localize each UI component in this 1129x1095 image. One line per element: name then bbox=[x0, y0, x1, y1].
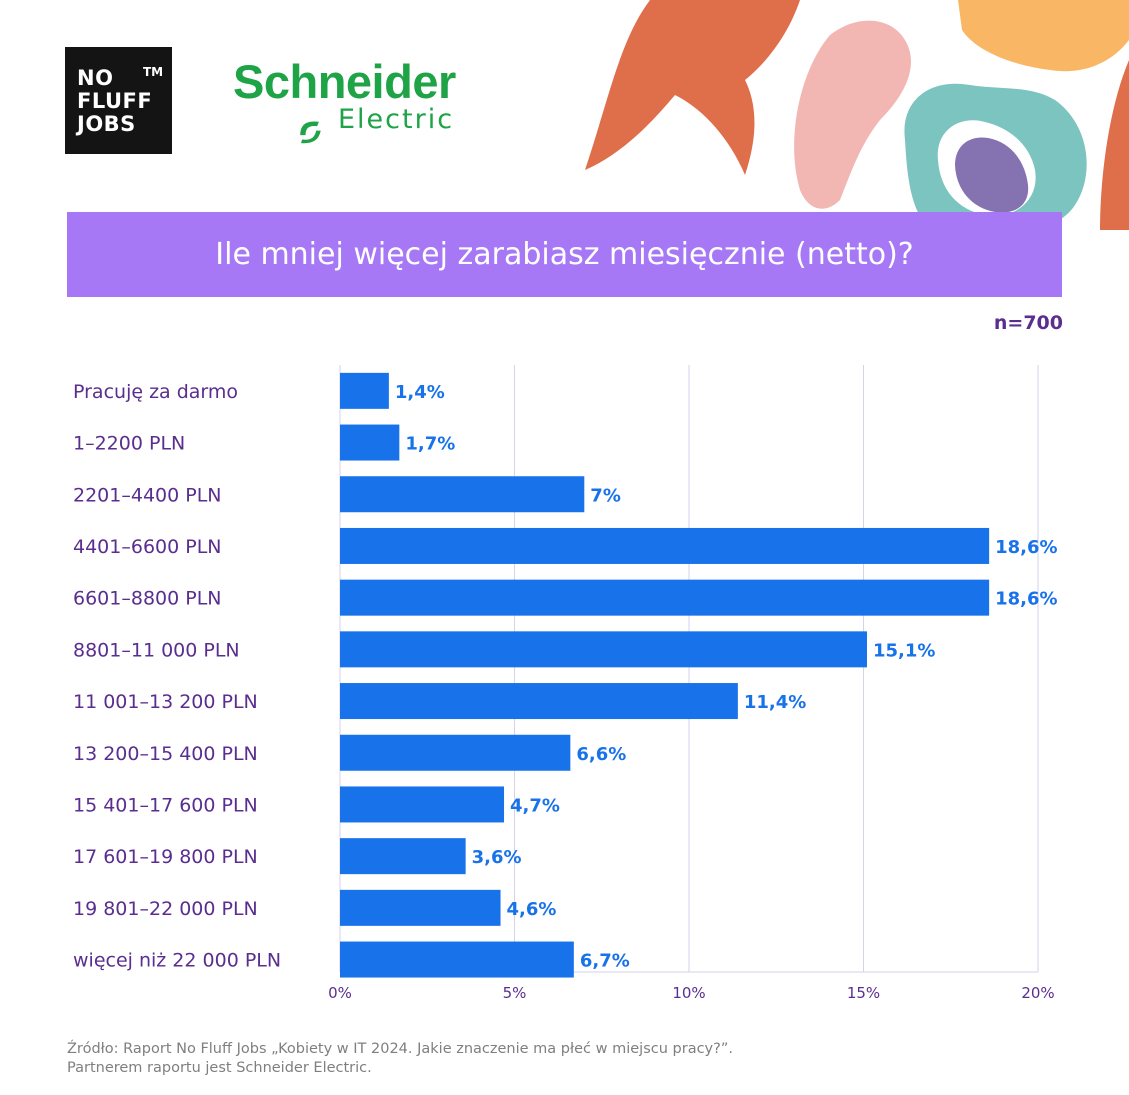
x-tick-label: 10% bbox=[672, 984, 705, 1002]
bar bbox=[340, 683, 738, 720]
logo-line-2: FLUFF bbox=[77, 89, 153, 113]
bar bbox=[340, 941, 574, 978]
data-label: 11,4% bbox=[744, 692, 806, 713]
data-label: 1,4% bbox=[395, 382, 445, 403]
bar bbox=[340, 527, 990, 564]
bar bbox=[340, 579, 990, 616]
category-label: 13 200–15 400 PLN bbox=[73, 743, 258, 765]
logo-line-1: NO bbox=[77, 66, 114, 90]
data-label: 1,7% bbox=[405, 434, 455, 455]
yellow-blob-shape bbox=[958, 0, 1129, 72]
chart-title: Ile mniej więcej zarabiasz miesięcznie (… bbox=[215, 237, 914, 272]
data-label: 18,6% bbox=[995, 537, 1057, 558]
bar bbox=[340, 476, 585, 513]
category-label: więcej niż 22 000 PLN bbox=[73, 950, 281, 972]
bar bbox=[340, 734, 571, 771]
orange-right-shape bbox=[1100, 60, 1129, 230]
x-tick-label: 20% bbox=[1021, 984, 1054, 1002]
orange-leaf-shape bbox=[585, 0, 800, 175]
category-label: 1–2200 PLN bbox=[73, 433, 185, 455]
data-label: 15,1% bbox=[873, 640, 935, 661]
data-label: 7% bbox=[590, 485, 621, 506]
title-banner: Ile mniej więcej zarabiasz miesięcznie (… bbox=[67, 212, 1062, 297]
data-label: 4,7% bbox=[510, 795, 560, 816]
schneider-electric-logo: Schneider Electric bbox=[233, 55, 456, 144]
purple-blob-shape bbox=[955, 137, 1029, 213]
x-tick-label: 5% bbox=[503, 984, 527, 1002]
logo-trademark: TM bbox=[143, 65, 164, 79]
decorative-shapes bbox=[585, 0, 1129, 230]
bar-chart: 0% 5% 10% 15% 20% Pracuję za darmo 1,4% 1–2200 … bbox=[73, 365, 1058, 1002]
source-note: Źródło: Raport No Fluff Jobs „Kobiety w … bbox=[67, 1040, 733, 1078]
bar bbox=[340, 838, 466, 875]
logo-line-3: JOBS bbox=[77, 112, 136, 136]
sample-size: n=700 bbox=[993, 312, 1063, 334]
category-label: 8801–11 000 PLN bbox=[73, 639, 240, 661]
data-label: 18,6% bbox=[995, 589, 1057, 610]
category-label: 15 401–17 600 PLN bbox=[73, 794, 258, 816]
category-label: 19 801–22 000 PLN bbox=[73, 898, 258, 920]
schneider-mark-icon bbox=[300, 121, 321, 144]
source-line-2: Partnerem raportu jest Schneider Electri… bbox=[67, 1060, 372, 1076]
category-label: 6601–8800 PLN bbox=[73, 588, 222, 610]
category-label: Pracuję za darmo bbox=[73, 381, 238, 403]
x-tick-label: 0% bbox=[328, 984, 352, 1002]
partner-sub: Electric bbox=[338, 104, 455, 135]
bar bbox=[340, 631, 867, 668]
bar bbox=[340, 372, 389, 409]
category-label: 2201–4400 PLN bbox=[73, 484, 222, 506]
pink-blob-shape bbox=[794, 20, 911, 209]
x-tick-label: 15% bbox=[847, 984, 880, 1002]
category-label: 17 601–19 800 PLN bbox=[73, 846, 258, 868]
bar bbox=[340, 889, 501, 926]
data-label: 3,6% bbox=[472, 847, 522, 868]
bar bbox=[340, 424, 400, 461]
category-label: 4401–6600 PLN bbox=[73, 536, 222, 558]
source-line-1: Źródło: Raport No Fluff Jobs „Kobiety w … bbox=[67, 1041, 733, 1057]
data-label: 4,6% bbox=[507, 899, 557, 920]
no-fluff-jobs-logo: NO TM FLUFF JOBS bbox=[65, 47, 172, 154]
bar bbox=[340, 786, 505, 823]
category-label: 11 001–13 200 PLN bbox=[73, 691, 258, 713]
data-label: 6,7% bbox=[580, 951, 630, 972]
partner-name: Schneider bbox=[233, 55, 456, 108]
data-label: 6,6% bbox=[576, 744, 626, 765]
